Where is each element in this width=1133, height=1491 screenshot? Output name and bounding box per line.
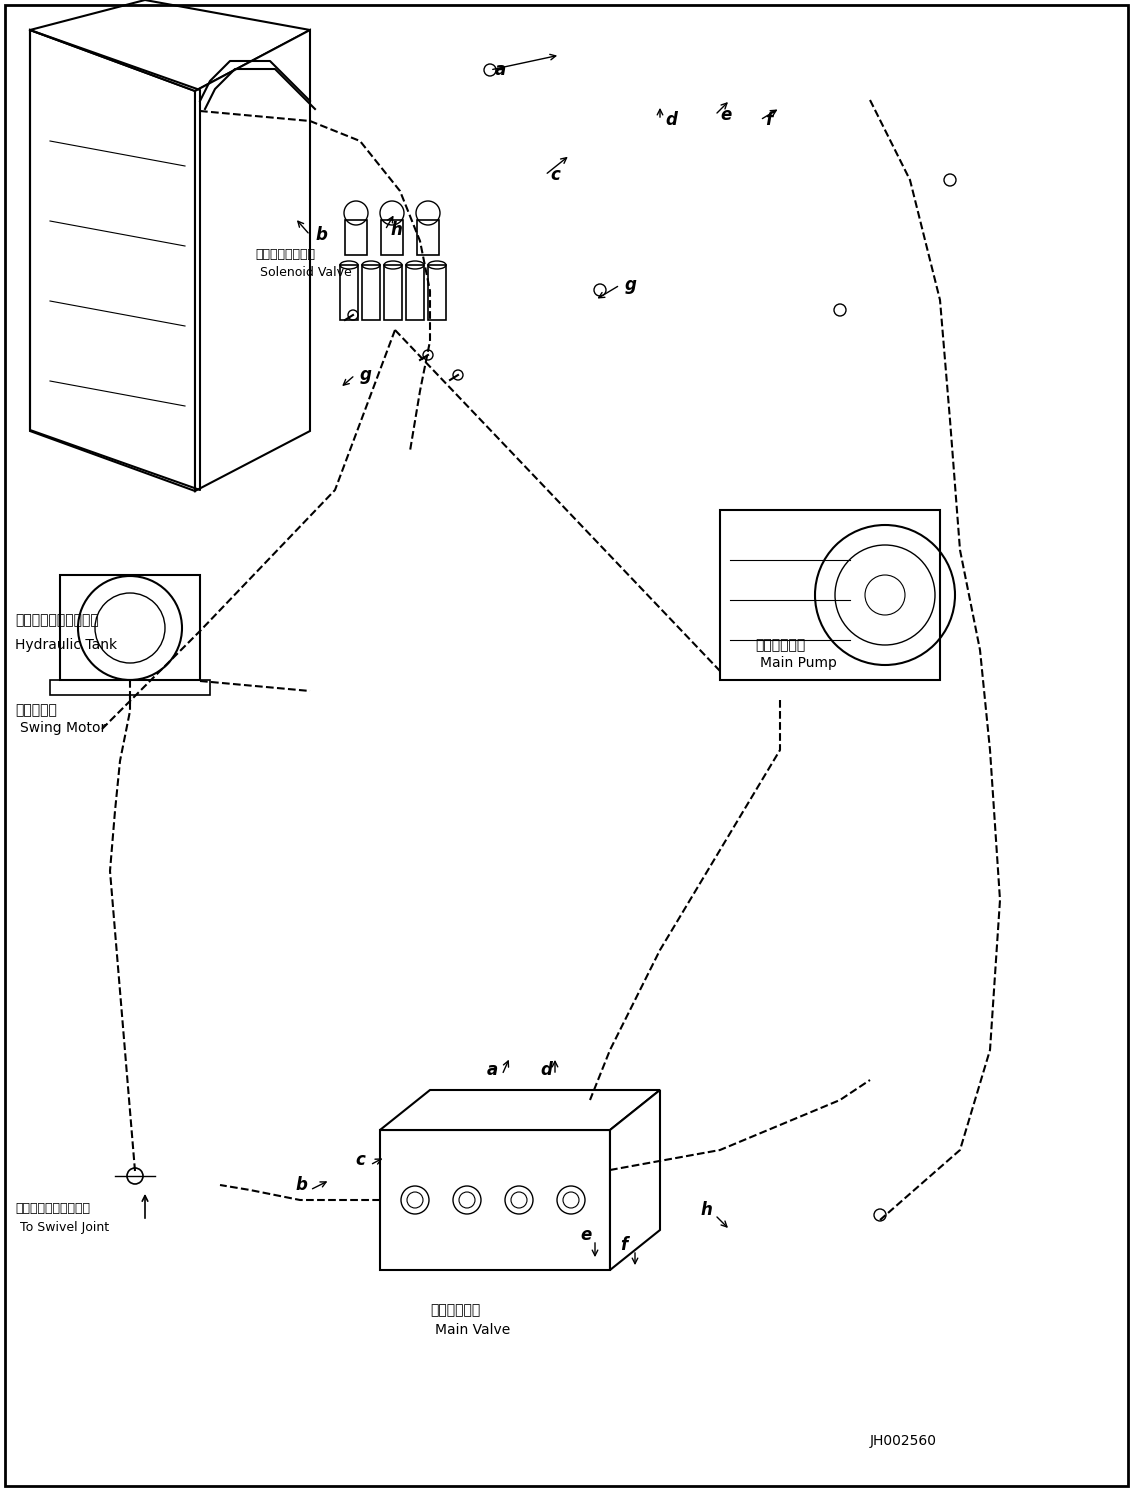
Text: e: e <box>580 1226 591 1243</box>
Text: b: b <box>295 1176 307 1194</box>
Polygon shape <box>610 1090 661 1270</box>
Polygon shape <box>29 30 195 491</box>
Circle shape <box>944 174 956 186</box>
Text: e: e <box>719 106 731 124</box>
Circle shape <box>874 1209 886 1221</box>
Text: ソレノイドバルブ: ソレノイドバルブ <box>255 249 315 261</box>
Text: h: h <box>390 221 402 239</box>
Text: スイベルジョイントへ: スイベルジョイントへ <box>15 1203 90 1215</box>
Bar <box>50 680 210 695</box>
Polygon shape <box>195 30 310 491</box>
Circle shape <box>834 304 846 316</box>
Bar <box>381 221 403 255</box>
Text: d: d <box>665 110 676 130</box>
Text: g: g <box>625 276 637 294</box>
Text: c: c <box>355 1151 365 1169</box>
Polygon shape <box>380 1130 610 1270</box>
Bar <box>406 265 424 321</box>
Polygon shape <box>380 1090 661 1130</box>
Text: f: f <box>620 1236 628 1254</box>
Text: 旋回モータ: 旋回モータ <box>15 702 57 717</box>
Text: Solenoid Valve: Solenoid Valve <box>259 265 351 279</box>
Text: To Swivel Joint: To Swivel Joint <box>20 1221 109 1235</box>
Bar <box>340 265 358 321</box>
Text: メインポンプ: メインポンプ <box>755 638 806 652</box>
Bar <box>417 221 438 255</box>
Text: メインバルブ: メインバルブ <box>431 1303 480 1317</box>
Text: a: a <box>495 61 506 79</box>
Text: b: b <box>315 227 327 245</box>
Text: Hydraulic Tank: Hydraulic Tank <box>15 638 117 652</box>
Text: Swing Motor: Swing Motor <box>20 722 107 735</box>
Circle shape <box>594 283 606 297</box>
Bar <box>428 265 446 321</box>
Text: c: c <box>550 166 560 183</box>
Text: JH002560: JH002560 <box>870 1434 937 1448</box>
Text: d: d <box>540 1062 552 1079</box>
Text: Main Pump: Main Pump <box>760 656 837 669</box>
Text: a: a <box>487 1062 499 1079</box>
Text: h: h <box>700 1200 712 1220</box>
Bar <box>719 510 940 680</box>
Bar <box>363 265 380 321</box>
Bar <box>346 221 367 255</box>
Text: g: g <box>360 365 372 385</box>
Text: Main Valve: Main Valve <box>435 1323 510 1337</box>
Text: ハイドロリックタンク: ハイドロリックタンク <box>15 613 99 628</box>
Text: f: f <box>765 110 773 130</box>
Polygon shape <box>29 0 310 91</box>
Circle shape <box>484 64 496 76</box>
Bar <box>60 576 201 680</box>
Bar <box>384 265 402 321</box>
